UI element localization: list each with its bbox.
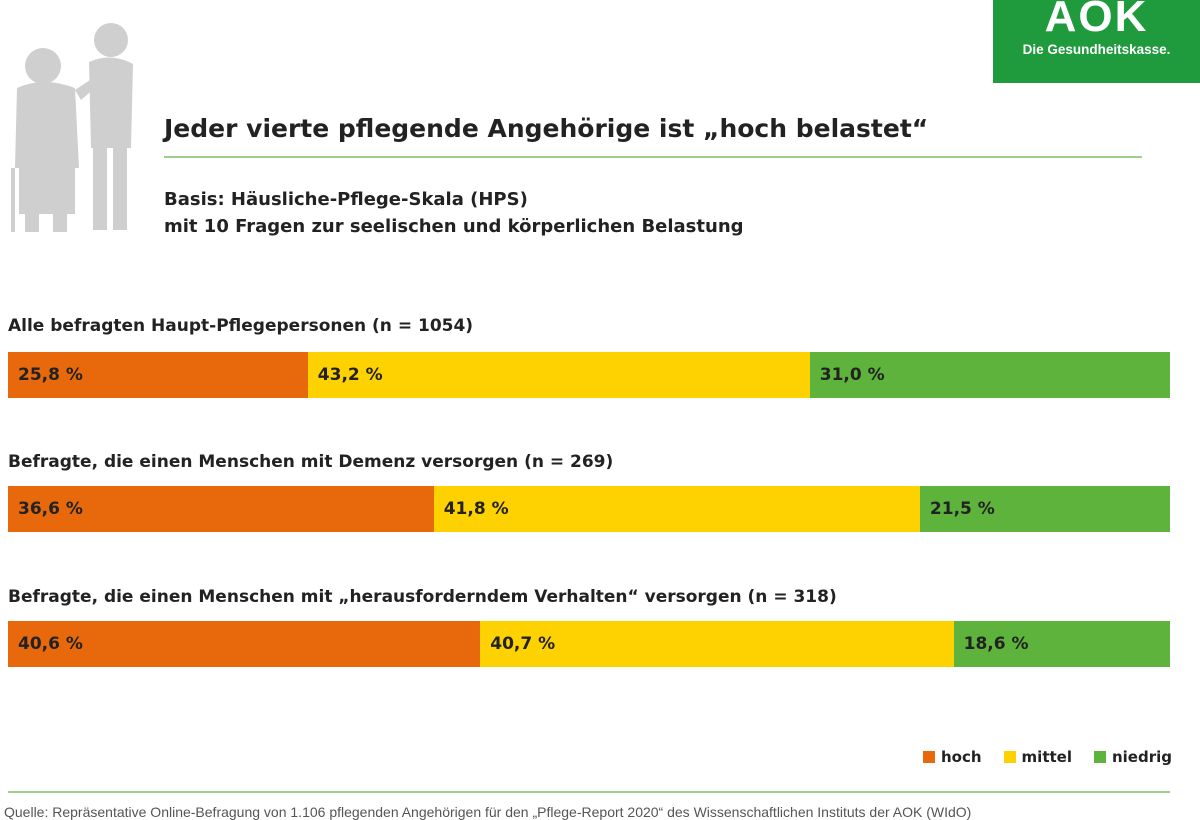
- category-label-challenging-behavior: Befragte, die einen Menschen mit „heraus…: [8, 587, 837, 607]
- stacked-bar-dementia: 36,6 % 41,8 % 21,5 %: [8, 486, 1170, 532]
- data-label-niedrig: 21,5 %: [929, 499, 995, 519]
- data-label-hoch: 25,8 %: [18, 365, 83, 385]
- bar-segment-mittel: 43,2 %: [307, 352, 810, 398]
- legend-swatch-hoch: [922, 751, 935, 763]
- category-label-all: Alle befragten Haupt-Pflegepersonen (n =…: [8, 316, 474, 336]
- data-label-mittel: 43,2 %: [317, 365, 383, 385]
- bar-segment-hoch: 25,8 %: [8, 352, 308, 398]
- footer-divider: [8, 791, 1170, 793]
- bar-segment-hoch: 36,6 %: [8, 486, 434, 532]
- stacked-bar-all: 25,8 % 43,2 % 31,0 %: [8, 352, 1170, 398]
- legend-item-niedrig: niedrig: [1093, 748, 1172, 766]
- bar-segment-mittel: 40,7 %: [480, 621, 954, 667]
- legend-label-mittel: mittel: [1021, 748, 1072, 766]
- bar-segment-niedrig: 31,0 %: [809, 352, 1170, 398]
- legend-swatch-mittel: [1003, 751, 1016, 763]
- data-label-mittel: 40,7 %: [490, 634, 556, 654]
- logo-tagline: Die Gesundheitskasse.: [1022, 42, 1171, 57]
- legend-label-niedrig: niedrig: [1111, 748, 1172, 766]
- legend-item-mittel: mittel: [1003, 748, 1072, 766]
- stacked-bar-challenging-behavior: 40,6 % 40,7 % 18,6 %: [8, 621, 1170, 667]
- data-label-hoch: 40,6 %: [18, 634, 83, 654]
- chart-subtitle: Basis: Häusliche-Pflege-Skala (HPS) mit …: [164, 186, 744, 240]
- data-label-niedrig: 31,0 %: [819, 365, 885, 385]
- legend-item-hoch: hoch: [922, 748, 982, 766]
- legend-swatch-niedrig: [1093, 751, 1106, 763]
- logo-mark: AOK: [1044, 0, 1149, 41]
- legend-label-hoch: hoch: [940, 748, 982, 766]
- bar-segment-niedrig: 21,5 %: [919, 486, 1170, 532]
- source-note: Quelle: Repräsentative Online-Befragung …: [4, 804, 972, 820]
- title-divider: [164, 156, 1142, 158]
- data-label-niedrig: 18,6 %: [963, 634, 1029, 654]
- caregiver-illustration-icon: [11, 23, 133, 232]
- bar-segment-niedrig: 18,6 %: [953, 621, 1170, 667]
- chart-title: Jeder vierte pflegende Angehörige ist „h…: [164, 114, 929, 143]
- category-label-dementia: Befragte, die einen Menschen mit Demenz …: [8, 452, 614, 472]
- bar-segment-hoch: 40,6 %: [8, 621, 481, 667]
- bar-segment-mittel: 41,8 %: [433, 486, 920, 532]
- aok-logo: AOK Die Gesundheitskasse.: [993, 0, 1200, 83]
- chart-legend: hoch mittel niedrig: [922, 748, 1172, 766]
- data-label-hoch: 36,6 %: [18, 499, 83, 519]
- subtitle-line-1: Basis: Häusliche-Pflege-Skala (HPS): [164, 189, 528, 210]
- subtitle-line-2: mit 10 Fragen zur seelischen und körperl…: [164, 216, 744, 237]
- data-label-mittel: 41,8 %: [443, 499, 509, 519]
